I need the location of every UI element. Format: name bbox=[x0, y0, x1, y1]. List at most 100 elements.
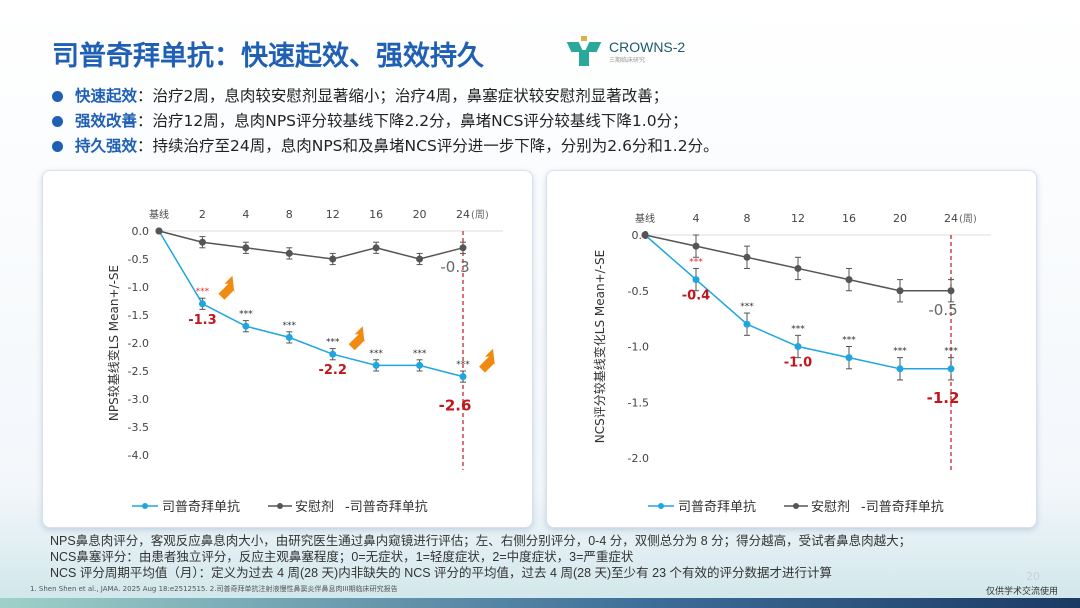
significance-label: *** bbox=[740, 302, 754, 312]
significance-label: *** bbox=[842, 336, 856, 346]
bullet-item: 快速起效 ：治疗2周，息肉较安慰剂显著缩小；治疗4周，鼻塞症状较安慰剂显著改善； bbox=[52, 84, 719, 109]
x-tick-label: 4 bbox=[693, 212, 700, 225]
significance-label: *** bbox=[456, 360, 470, 370]
legend-drug-label: 司普奇拜单抗 bbox=[678, 499, 756, 515]
x-tick-label: 4 bbox=[242, 208, 249, 221]
drug-line bbox=[158, 230, 464, 378]
placebo-point bbox=[459, 244, 467, 252]
y-tick-label: -2.5 bbox=[128, 365, 149, 378]
logo-text: CROWNS-2 bbox=[609, 38, 686, 55]
legend-drug-marker bbox=[142, 503, 148, 509]
y-tick-label: -4.0 bbox=[128, 449, 149, 462]
y-tick-label: -0.5 bbox=[128, 253, 149, 266]
placebo-point bbox=[416, 255, 424, 263]
placebo-point bbox=[845, 276, 853, 284]
significance-label: *** bbox=[239, 310, 253, 320]
placebo-point bbox=[329, 255, 337, 263]
legend-placebo-label: 安慰剂 bbox=[811, 500, 850, 515]
placebo-point bbox=[198, 238, 206, 246]
x-tick-label: 16 bbox=[842, 212, 856, 225]
y-tick-label: -1.5 bbox=[128, 309, 149, 322]
bullet-text: ：持续治疗至24周，息肉NPS和及鼻堵NCS评分进一步下降，分别为2.6分和1.… bbox=[137, 137, 719, 155]
drug-point bbox=[794, 343, 802, 350]
x-tick-label: 基线 bbox=[635, 212, 655, 225]
y-tick-label: 0.0 bbox=[132, 225, 150, 238]
highlight-arrow-icon bbox=[479, 348, 495, 373]
x-tick-label: 24 bbox=[456, 208, 470, 221]
y-tick-label: -1.0 bbox=[128, 281, 149, 294]
bullet-icon bbox=[52, 116, 63, 127]
y-axis-label: NCS评分较基线变化LS Mean+/-SE bbox=[592, 250, 607, 443]
legend-placebo-label: 安慰剂 bbox=[295, 500, 334, 515]
y-tick-label: -3.5 bbox=[128, 421, 149, 434]
legend-drug-label: 司普奇拜单抗 bbox=[162, 499, 240, 515]
reference: 1. Shen Shen et al., JAMA. 2025 Aug 18:e… bbox=[30, 585, 398, 593]
y-tick-label: -2.0 bbox=[128, 337, 149, 350]
placebo-point bbox=[372, 244, 380, 252]
bullet-item: 强效改善 ：治疗12周，息肉NPS评分较基线下降2.2分，鼻堵NCS评分较基线下降… bbox=[52, 109, 719, 134]
drug-point bbox=[947, 365, 955, 373]
x-tick-label: 8 bbox=[744, 212, 751, 225]
significance-label: *** bbox=[369, 349, 383, 359]
placebo-point bbox=[743, 253, 751, 261]
x-unit-label: (周) bbox=[959, 213, 977, 225]
x-unit-label: (周) bbox=[471, 209, 489, 221]
placebo-value-label: -0.5 bbox=[928, 301, 957, 319]
crowns-logo: CROWNS-2 三期临床研究 bbox=[565, 36, 685, 66]
placebo-point bbox=[896, 287, 904, 295]
legend-placebo-suffix: -司普奇拜单抗 bbox=[861, 499, 944, 515]
x-tick-label: 12 bbox=[791, 212, 805, 225]
y-tick-label: -1.0 bbox=[628, 341, 649, 354]
footnote: NCS鼻塞评分：由患者独立评分，反应主观鼻塞程度；0=无症状，1=轻度症状，2=… bbox=[50, 550, 634, 564]
x-tick-label: 12 bbox=[326, 208, 340, 221]
footer-band bbox=[0, 598, 1080, 608]
bullet-key: 快速起效 bbox=[75, 87, 138, 105]
disclaimer: 仅供学术交流使用 bbox=[985, 587, 1058, 597]
bullet-text: ：治疗12周，息肉NPS评分较基线下降2.2分，鼻堵NCS评分较基线下降1.0分… bbox=[137, 112, 688, 130]
ncs-chart-card bbox=[546, 170, 1037, 528]
footnote: NPS鼻息肉评分，客观反应鼻息肉大小，由研究医生通过鼻内窥镜进行评估；左、右侧分… bbox=[50, 534, 912, 548]
significance-label: *** bbox=[326, 338, 340, 348]
placebo-point bbox=[692, 242, 700, 250]
placebo-line bbox=[158, 230, 464, 260]
x-tick-label: 8 bbox=[286, 208, 293, 221]
drug-point bbox=[155, 227, 163, 235]
bullet-icon bbox=[52, 141, 63, 152]
bullet-key: 持久强效 bbox=[75, 137, 138, 155]
significance-label: *** bbox=[413, 349, 427, 359]
x-tick-label: 24 bbox=[944, 212, 958, 225]
drug-point bbox=[416, 361, 424, 369]
logo-icon bbox=[565, 36, 605, 66]
x-tick-label: 20 bbox=[413, 208, 427, 221]
footnotes: NPS鼻息肉评分，客观反应鼻息肉大小，由研究医生通过鼻内窥镜进行评估；左、右侧分… bbox=[50, 533, 911, 581]
significance-label: *** bbox=[196, 287, 210, 297]
significance-label: *** bbox=[283, 321, 297, 331]
key-points: 快速起效 ：治疗2周，息肉较安慰剂显著缩小；治疗4周，鼻塞症状较安慰剂显著改善； … bbox=[52, 84, 719, 159]
y-tick-label: -0.5 bbox=[628, 285, 649, 298]
y-axis-label: NPS较基线变LS Mean+/-SE bbox=[106, 265, 121, 421]
drug-point bbox=[845, 354, 853, 362]
value-label: -2.2 bbox=[318, 363, 346, 378]
legend-placebo-suffix: -司普奇拜单抗 bbox=[345, 499, 428, 515]
drug-point bbox=[743, 320, 751, 328]
drug-point bbox=[459, 373, 467, 381]
page-title: 司普奇拜单抗：快速起效、强效持久 bbox=[52, 41, 484, 72]
drug-point bbox=[372, 361, 380, 369]
significance-label: *** bbox=[689, 257, 703, 267]
bullet-key: 强效改善 bbox=[75, 112, 138, 130]
x-tick-label: 2 bbox=[199, 208, 206, 221]
legend-placebo-marker bbox=[793, 503, 799, 509]
placebo-point bbox=[947, 287, 955, 295]
nps-chart-card bbox=[42, 170, 533, 528]
drug-point bbox=[285, 333, 293, 341]
significance-label: *** bbox=[893, 347, 907, 357]
legend-drug-marker bbox=[658, 503, 664, 509]
value-label: -2.6 bbox=[439, 397, 472, 415]
y-tick-label: -1.5 bbox=[628, 396, 649, 409]
value-label: -0.4 bbox=[682, 289, 710, 304]
logo-subtext: 三期临床研究 bbox=[609, 56, 646, 64]
bullet-text: ：治疗2周，息肉较安慰剂显著缩小；治疗4周，鼻塞症状较安慰剂显著改善； bbox=[137, 87, 669, 105]
value-label: -1.0 bbox=[784, 356, 812, 371]
x-tick-label: 20 bbox=[893, 212, 907, 225]
